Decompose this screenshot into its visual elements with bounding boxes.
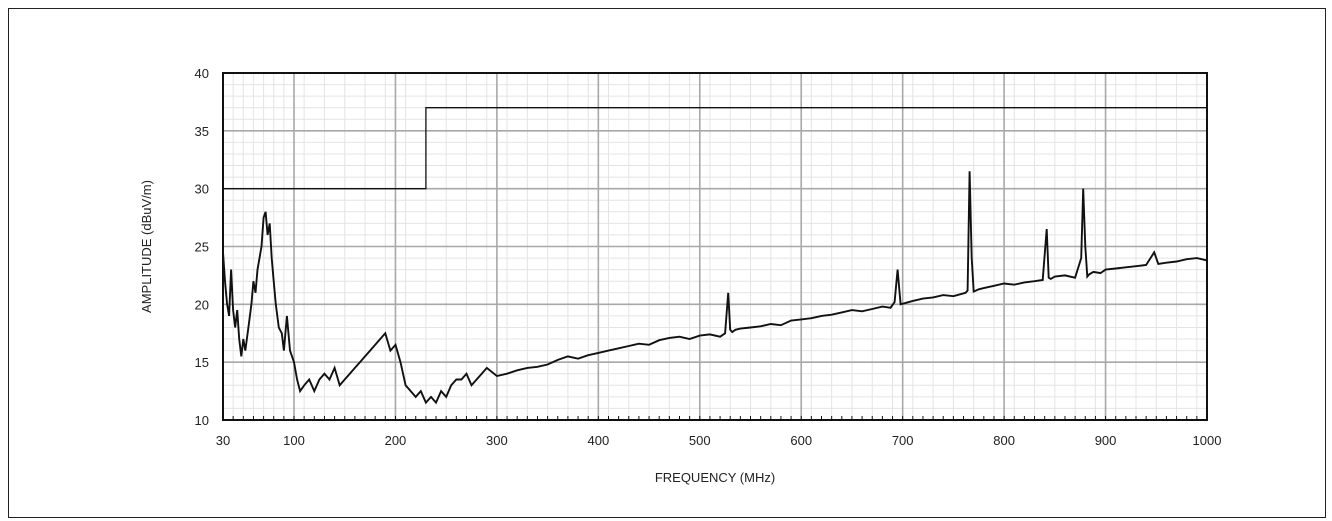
y-tick-label: 30 [195, 182, 209, 197]
y-tick-label: 10 [195, 413, 209, 428]
emission-trace [222, 171, 1208, 405]
x-tick-label: 900 [1095, 433, 1117, 448]
plot-area-border [222, 72, 1208, 421]
grid [223, 73, 1207, 420]
plot-data [222, 107, 1208, 405]
figure-frame [8, 8, 1326, 518]
y-tick-label: 15 [195, 355, 209, 370]
y-axis-label: AMPLITUDE (dBuV/m) [139, 180, 154, 313]
x-tick-label: 600 [790, 433, 812, 448]
x-tick-label: 1000 [1193, 433, 1222, 448]
x-tick-label: 100 [283, 433, 305, 448]
x-tick-label: 500 [689, 433, 711, 448]
y-tick-label: 40 [195, 66, 209, 81]
limit-line [223, 107, 1207, 190]
y-tick-label: 20 [195, 297, 209, 312]
y-tick-label: 35 [195, 124, 209, 139]
x-axis-label: FREQUENCY (MHz) [655, 470, 775, 485]
x-tick-label: 30 [216, 433, 230, 448]
y-tick-label: 25 [195, 240, 209, 255]
x-tick-label: 200 [385, 433, 407, 448]
axis-ticks: 30 100 200 300 400 500 600 700 800 900 1000 10 15 20 2… [195, 66, 1222, 448]
x-tick-label: 800 [993, 433, 1015, 448]
x-tick-label: 300 [486, 433, 508, 448]
x-tick-label: 400 [587, 433, 609, 448]
x-tick-label: 700 [892, 433, 914, 448]
